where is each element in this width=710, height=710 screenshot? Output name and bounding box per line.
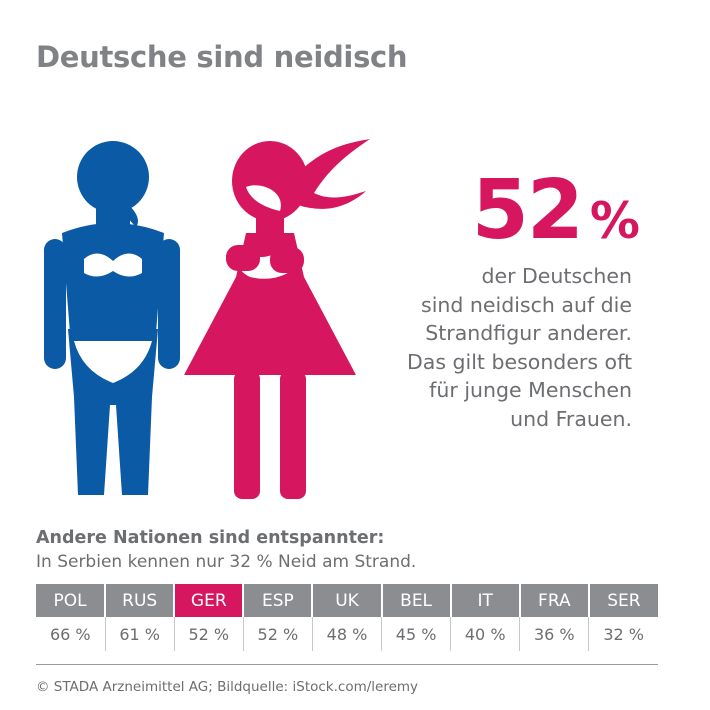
country-label-ser: SER xyxy=(588,584,658,617)
country-value-ger: 52 % xyxy=(173,617,244,651)
nations-subheading: In Serbien kennen nur 32 % Neid am Stran… xyxy=(36,552,417,572)
country-value-pol: 66 % xyxy=(49,624,91,644)
description-line: sind neidisch auf die xyxy=(421,292,632,317)
footer-credit: © STADA Arzneimittel AG; Bildquelle: iSt… xyxy=(36,679,419,695)
highlight-value: 52 xyxy=(471,163,584,258)
country-label-ger: GER xyxy=(174,584,245,617)
country-label-rus: RUS xyxy=(105,584,176,617)
highlight-unit: % xyxy=(589,192,640,250)
country-label-fra: FRA xyxy=(519,584,590,617)
country-value-fra: 36 % xyxy=(519,617,589,651)
country-label-bel: BEL xyxy=(381,584,452,617)
nations-table: POL RUS GER ESP UK BEL IT FRA SER 66 % 61 % 52 % 52… xyxy=(36,584,658,651)
description-line: Das gilt besonders oft xyxy=(406,349,632,374)
description-line: Strandfigur anderer. xyxy=(425,321,632,345)
description-line: für junge Menschen xyxy=(429,378,632,402)
page-title: Deutsche sind neidisch xyxy=(36,40,408,74)
country-label-uk: UK xyxy=(312,584,383,617)
figures-illustration xyxy=(44,139,370,499)
nations-header-row: POL RUS GER ESP UK BEL IT FRA SER xyxy=(36,584,658,617)
country-value-esp: 52 % xyxy=(242,617,313,651)
blue-bikini-woman-icon xyxy=(44,141,180,495)
nations-heading: Andere Nationen sind entspannter: xyxy=(36,528,385,548)
country-value-rus: 61 % xyxy=(104,617,175,651)
country-value-ser: 32 % xyxy=(588,617,658,651)
country-label-pol: POL xyxy=(36,584,107,617)
description-line: der Deutschen xyxy=(481,264,632,288)
country-label-it: IT xyxy=(450,584,521,617)
highlight-description: der Deutschen sind neidisch auf die Stra… xyxy=(312,262,632,433)
nations-value-row: 66 % 61 % 52 % 52 % 48 % 45 % 40 % 36 % 32 % xyxy=(36,617,658,651)
pink-envious-woman-icon xyxy=(184,139,370,499)
highlight-percentage: 52 % xyxy=(472,170,640,252)
country-value-bel: 45 % xyxy=(381,617,451,651)
country-value-uk: 48 % xyxy=(311,617,382,651)
country-value-it: 40 % xyxy=(450,617,520,651)
description-line: und Frauen. xyxy=(510,406,632,431)
country-label-esp: ESP xyxy=(243,584,314,617)
footer-divider xyxy=(36,664,658,665)
